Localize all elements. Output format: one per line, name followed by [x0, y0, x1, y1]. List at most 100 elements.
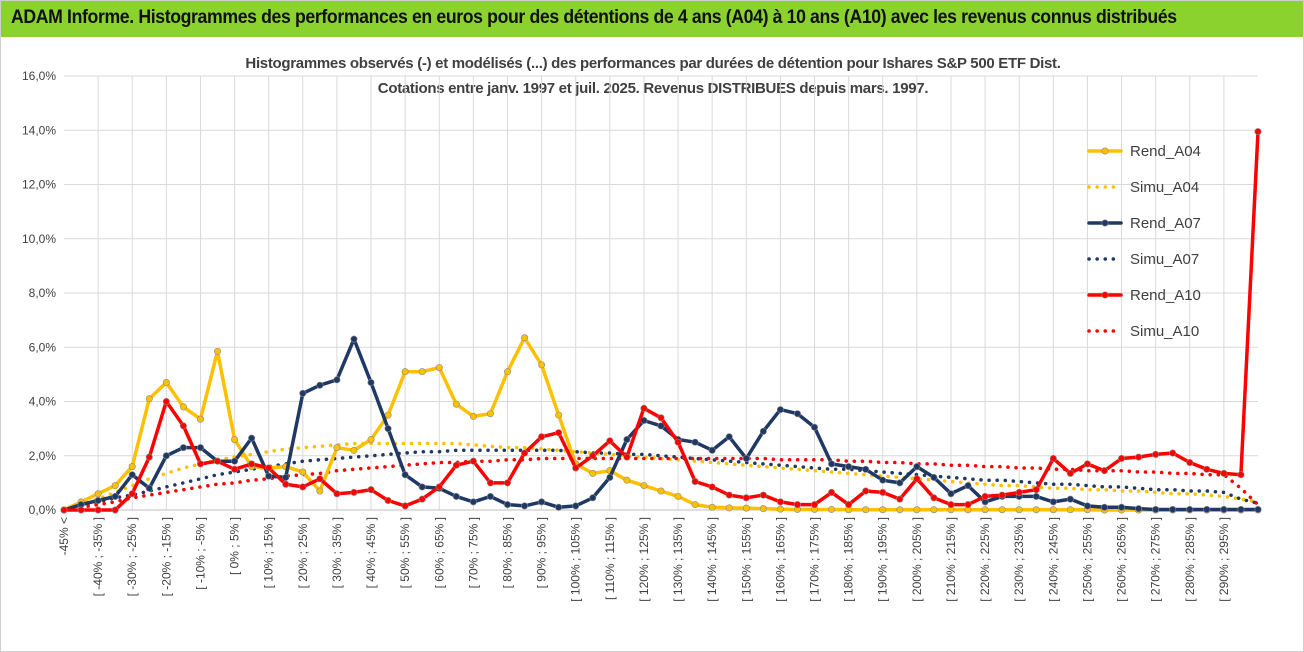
data-point-rend-a07 — [1049, 498, 1057, 506]
data-point-rend-a07 — [401, 471, 409, 479]
data-point-rend-a04 — [776, 505, 784, 513]
data-point-rend-a10 — [828, 488, 836, 496]
data-point-rend-a07 — [333, 376, 341, 384]
data-point-rend-a10 — [947, 501, 955, 509]
x-tick-label: [ 150% ; 155% ] — [739, 517, 753, 602]
data-point-rend-a10 — [981, 492, 989, 500]
data-point-rend-a07 — [111, 492, 119, 500]
data-point-rend-a07 — [1100, 503, 1108, 511]
data-point-rend-a10 — [1100, 467, 1108, 475]
x-tick-label: [ 120% ; 125% ] — [637, 517, 651, 602]
data-point-rend-a04 — [231, 435, 239, 443]
x-tick-label: [ 190% ; 195% ] — [876, 517, 890, 602]
data-point-rend-a10 — [964, 501, 972, 509]
x-tick-label: [ 290% ; 295% ] — [1217, 517, 1231, 602]
data-point-rend-a10 — [384, 497, 392, 505]
y-tick-label: 8,0% — [29, 286, 57, 300]
data-point-rend-a10 — [538, 433, 546, 441]
data-point-rend-a10 — [316, 475, 324, 483]
x-tick-label: [ 220% ; 225% ] — [978, 517, 992, 602]
data-point-rend-a07 — [1066, 495, 1074, 503]
data-point-rend-a07 — [930, 473, 938, 481]
data-point-rend-a10 — [401, 502, 409, 510]
data-point-rend-a10 — [845, 501, 853, 509]
x-tick-label: [ 210% ; 215% ] — [944, 517, 958, 602]
x-tick-label: [ 260% ; 265% ] — [1115, 517, 1129, 602]
data-point-rend-a04 — [145, 395, 153, 403]
data-point-rend-a04 — [759, 505, 767, 513]
x-tick-label: [ 170% ; 175% ] — [808, 517, 822, 602]
x-tick-label: [ 180% ; 185% ] — [842, 517, 856, 602]
y-tick-label: 4,0% — [29, 395, 57, 409]
x-tick-label: [ 110% ; 115% ] — [603, 517, 617, 600]
data-point-rend-a07 — [759, 427, 767, 435]
data-point-rend-a10 — [811, 501, 819, 509]
data-point-rend-a07 — [1118, 503, 1126, 511]
data-point-rend-a07 — [196, 444, 204, 452]
data-point-rend-a10 — [145, 453, 153, 461]
data-point-rend-a07 — [452, 492, 460, 500]
data-point-rend-a04 — [350, 446, 358, 454]
data-point-rend-a07 — [350, 335, 358, 343]
data-point-rend-a07 — [145, 484, 153, 492]
data-point-rend-a10 — [1169, 449, 1177, 457]
data-point-rend-a07 — [1237, 505, 1245, 513]
data-point-rend-a10 — [486, 479, 494, 487]
data-point-rend-a04 — [930, 506, 938, 514]
data-point-rend-a10 — [1152, 450, 1160, 458]
x-tick-label: [ 80% ; 85% ] — [500, 517, 514, 588]
data-point-rend-a07 — [589, 494, 597, 502]
x-tick-label: [ 20% ; 25% ] — [296, 517, 310, 588]
data-point-rend-a07 — [828, 460, 836, 468]
data-point-rend-a10 — [657, 414, 665, 422]
data-point-rend-a10 — [862, 487, 870, 495]
data-point-rend-a04 — [521, 334, 529, 342]
data-point-rend-a04 — [503, 368, 511, 376]
chart-title: Histogrammes observés (-) et modélisés (… — [245, 55, 1061, 72]
data-point-rend-a04 — [1032, 506, 1040, 514]
x-tick-label: [ -30% ; -25% ] — [125, 517, 139, 596]
data-point-rend-a10 — [469, 457, 477, 465]
x-tick-label: [ 130% ; 135% ] — [671, 517, 685, 602]
data-point-rend-a10 — [196, 460, 204, 468]
data-point-rend-a10 — [913, 475, 921, 483]
data-point-rend-a07 — [879, 476, 887, 484]
data-point-rend-a10 — [793, 501, 801, 509]
data-point-rend-a04 — [725, 504, 733, 512]
data-point-rend-a04 — [896, 506, 904, 514]
data-point-rend-a10 — [998, 491, 1006, 499]
y-tick-label: 0,0% — [29, 503, 57, 517]
data-point-rend-a07 — [725, 433, 733, 441]
data-point-rend-a10 — [1237, 471, 1245, 479]
data-point-rend-a04 — [538, 361, 546, 369]
y-tick-label: 12,0% — [22, 178, 56, 192]
data-point-rend-a04 — [742, 504, 750, 512]
x-tick-label: [ 270% ; 275% ] — [1149, 517, 1163, 602]
data-point-rend-a10 — [776, 498, 784, 506]
data-point-rend-a04 — [196, 415, 204, 423]
data-point-rend-a07 — [231, 457, 239, 465]
data-point-rend-a04 — [162, 379, 170, 387]
chart-subtitle: Cotations entre janv. 1997 et juil. 2025… — [377, 80, 929, 97]
data-point-rend-a10 — [1254, 128, 1262, 136]
legend-marker — [1101, 291, 1109, 299]
data-point-rend-a04 — [981, 506, 989, 514]
data-point-rend-a10 — [282, 480, 290, 488]
data-point-rend-a07 — [128, 471, 136, 479]
data-point-rend-a10 — [179, 422, 187, 430]
data-point-rend-a07 — [179, 444, 187, 452]
data-point-rend-a04 — [401, 368, 409, 376]
data-point-rend-a07 — [1186, 505, 1194, 513]
data-point-rend-a07 — [1203, 505, 1211, 513]
data-point-rend-a04 — [179, 403, 187, 411]
data-point-rend-a07 — [742, 454, 750, 462]
data-point-rend-a04 — [708, 503, 716, 511]
data-point-rend-a10 — [248, 460, 256, 468]
x-tick-label: [ -10% ; -5% ] — [193, 517, 207, 590]
data-point-rend-a07 — [1135, 505, 1143, 513]
data-point-rend-a04 — [1049, 506, 1057, 514]
data-point-rend-a07 — [1152, 505, 1160, 513]
data-point-rend-a07 — [708, 446, 716, 454]
data-point-rend-a10 — [231, 465, 239, 473]
